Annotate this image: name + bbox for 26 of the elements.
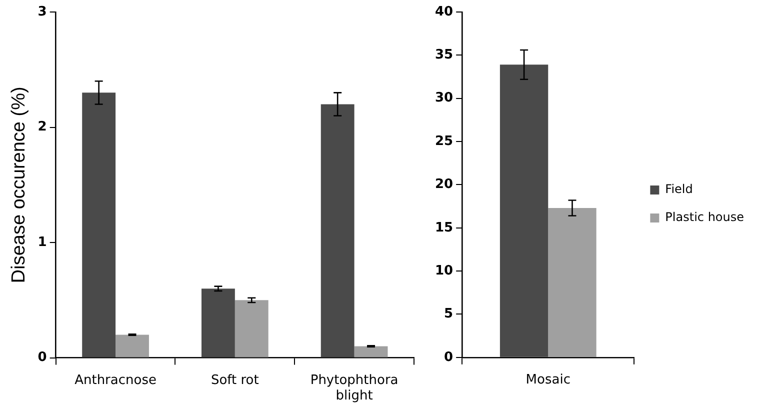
y-tick-label: 3 (38, 4, 47, 20)
bar (354, 346, 388, 358)
y-tick-label: 0 (444, 350, 454, 365)
y-tick-label: 1 (38, 234, 47, 250)
y-tick-label: 35 (434, 48, 454, 63)
x-tick-label: Mosaic (526, 372, 570, 388)
y-tick-label: 2 (38, 120, 47, 135)
y-tick-label: 5 (444, 306, 454, 322)
y-tick-label: 10 (434, 263, 454, 278)
y-tick-label: 30 (434, 90, 454, 106)
y-tick-label: 40 (434, 4, 454, 20)
legend-label: Plastic house (665, 210, 744, 224)
bar (116, 334, 149, 358)
x-tick-label: Phytophthora blight (310, 372, 398, 404)
y-axis-title: Disease occurence (%) (8, 86, 30, 284)
legend-label: Field (665, 182, 693, 196)
y-tick-label: 0 (38, 350, 47, 366)
bar (320, 104, 354, 358)
bar (82, 92, 116, 358)
bar (234, 300, 268, 358)
y-tick-label: 25 (434, 134, 454, 149)
x-tick-label: Soft rot (210, 372, 259, 388)
y-tick-label: 15 (434, 220, 454, 236)
y-tick-label: 20 (434, 177, 454, 192)
bar (201, 288, 235, 358)
x-tick-label: Anthracnose (74, 372, 156, 388)
